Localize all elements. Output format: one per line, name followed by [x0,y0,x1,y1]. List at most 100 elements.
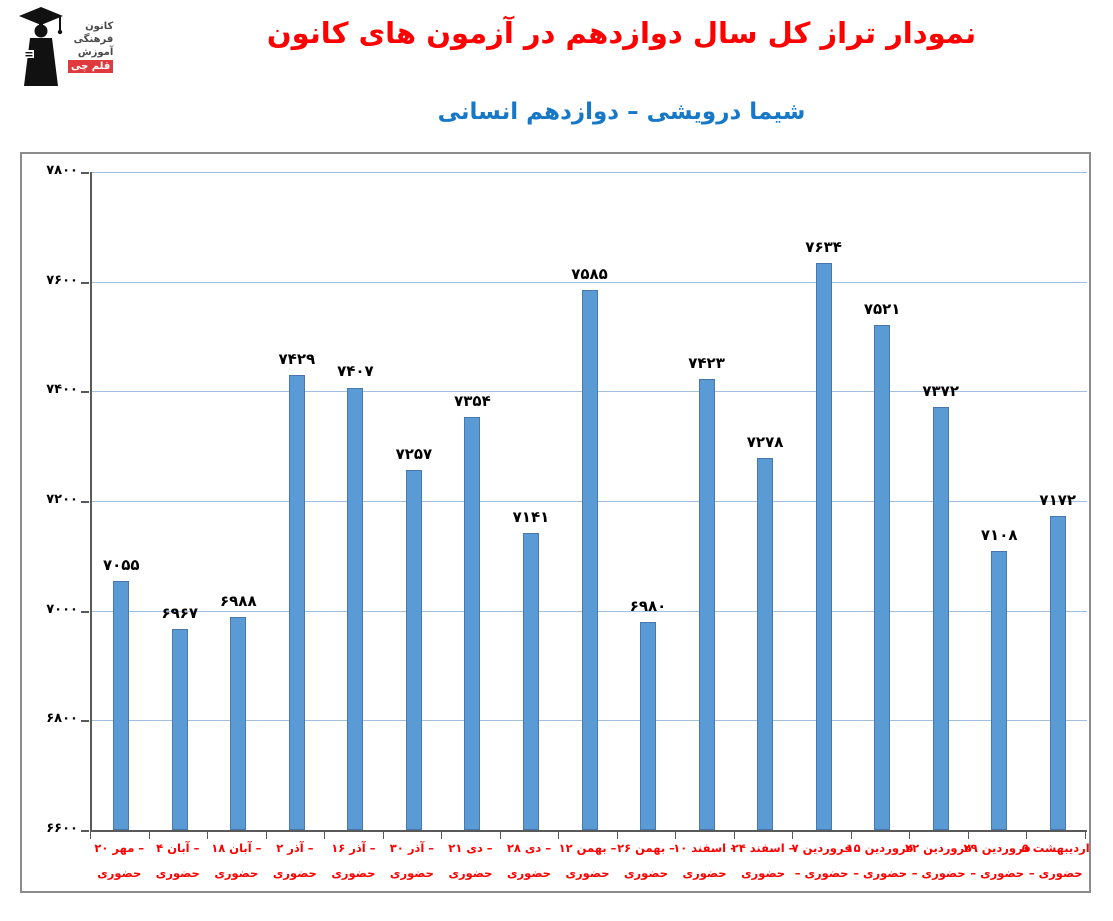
gridline [92,172,1087,173]
chart-frame: ۷۰۵۵ ۶۹۶۷ ۶۹۸۸ ۷۴۲۹ ۷۴۰۷ ۷۲۵۷ ۷۳۵۴ ۷۱۴۱ ۷۵۸۵ ۶۹۸۰… [20,152,1091,893]
y-axis-tick [81,281,89,284]
x-axis-tick [207,832,209,839]
bar-value-label: ۶۹۶۷ [161,603,199,622]
x-axis-tick [324,832,326,839]
bar [522,533,539,830]
x-axis-mode-label: حضوری [506,866,551,880]
x-axis-date-label: ۳۰ آذر – [389,841,435,855]
x-axis-date-label: ۷ فروردین [791,841,852,855]
x-axis-date-label: ۵ اردیبهشت [1021,841,1090,855]
x-axis-mode-label: – حضوری [970,866,1025,880]
bar-value-label: ۷۰۵۵ [102,555,140,574]
x-axis-tick [616,832,618,839]
x-axis-tick [733,832,735,839]
chart-title: نمودار تراز کل سال دوازدهم در آزمون های … [266,16,977,50]
bar [1049,516,1066,830]
bar [288,375,305,830]
y-axis-label: ۷۶۰۰ [46,272,78,288]
bar-value-label: ۷۶۳۴ [805,238,842,257]
y-axis-label: ۶۶۰۰ [46,821,78,836]
x-axis-mode-label: – حضوری [1028,866,1083,880]
logo-text: کانون فرهنگی آموزش قلم چی [68,6,114,90]
y-axis-tick [81,172,89,174]
bar-value-label: ۷۳۵۴ [454,391,491,410]
bar [991,551,1008,830]
x-axis-date-label: ۱۰ اسفند – [673,841,736,855]
x-axis-mode-label: حضوری [624,866,669,880]
bar [932,406,949,830]
y-axis-tick [81,501,89,503]
y-axis-label: ۶۸۰۰ [46,711,78,727]
x-axis-tick [90,832,91,839]
bar-value-label: ۷۵۲۱ [863,299,901,318]
x-axis-mode-label: حضوری [97,866,142,880]
x-axis-mode-label: – حضوری [853,866,908,880]
y-axis-label: ۷۴۰۰ [46,382,78,398]
bar [347,387,364,830]
gridline [92,281,1087,283]
x-axis-date-label: ۲۴ اسفند – [731,841,795,855]
x-axis-date-label: ۱۵ فروردین [846,841,914,855]
bar [230,617,247,830]
x-axis-mode-label: – حضوری [794,866,849,880]
bar-value-label: ۷۱۰۸ [980,526,1018,545]
bar [464,416,481,830]
bar-value-label: ۷۴۰۷ [337,362,374,381]
bar-value-label: ۷۲۷۸ [746,433,784,452]
x-axis-date-label: ۲۲ فروردین [905,841,973,855]
bar [640,621,657,830]
x-axis-tick [265,832,267,839]
x-axis-date-label: ۴ آبان – [156,841,200,855]
bar [405,469,422,830]
y-axis-label: ۷۸۰۰ [46,163,78,178]
logo-badge-ghalamchi: قلم چی [68,60,114,73]
x-axis-tick [967,832,969,839]
x-axis-date-label: ۱۲ بهمن – [558,841,617,855]
x-axis-mode-label: حضوری [682,866,727,880]
logo-org-line-2: فرهنگی [73,34,114,45]
y-axis-label: ۷۰۰۰ [46,601,78,617]
y-axis-tick [81,610,89,613]
logo-org-line-3: آموزش [77,47,114,58]
x-axis-mode-label: حضوری [741,866,786,880]
x-axis-mode-label: حضوری [272,866,317,880]
graduate-icon [19,7,63,86]
x-axis-mode-label: حضوری [448,866,493,880]
bar-value-label: ۷۴۲۹ [278,350,316,369]
plot-area: ۷۰۵۵ ۶۹۶۷ ۶۹۸۸ ۷۴۲۹ ۷۴۰۷ ۷۲۵۷ ۷۳۵۴ ۷۱۴۱ ۷۵۸۵ ۶۹۸۰… [90,172,1087,832]
x-axis-mode-label: – حضوری [911,866,966,880]
x-axis-tick [558,832,560,839]
x-axis-tick [499,832,501,839]
x-axis-tick [1085,832,1086,839]
x-axis-tick [1026,832,1028,839]
x-axis-mode-label: حضوری [331,866,376,880]
x-axis-tick [850,832,852,839]
x-axis-mode-label: حضوری [565,866,610,880]
bar [698,378,715,830]
bar-value-label: ۷۱۴۱ [512,508,550,527]
bar [581,289,598,830]
kanoon-logo: کانون فرهنگی آموزش قلم چی [18,6,134,90]
x-axis-date-label: ۲۰ مهر – [94,841,145,855]
y-axis-tick [81,830,89,832]
x-axis-tick [148,832,150,839]
logo-org-line-1: کانون [85,21,114,32]
bar-value-label: ۷۳۷۲ [922,381,959,400]
x-axis-mode-label: حضوری [214,866,259,880]
x-axis-date-label: ۲۱ دی – [448,841,493,855]
chart-subtitle: شیما درویشی – دوازدهم انسانی [437,99,806,125]
x-axis-date-label: ۱۶ آذر – [331,841,376,855]
x-axis-date-label: ۲۶ بهمن – [617,841,675,855]
x-axis-tick [792,832,794,839]
bar [874,325,891,830]
bar-value-label: ۷۵۸۵ [571,264,608,283]
bar-value-label: ۶۹۸۰ [629,596,667,615]
y-axis-tick [81,720,89,723]
bar [815,263,832,830]
x-axis-date-label: ۱۸ آبان – [211,841,262,855]
x-axis-date-label: ۲۸ دی – [506,841,552,855]
bar [113,580,130,830]
bar-value-label: ۶۹۸۸ [220,592,257,611]
x-axis-tick [382,832,384,839]
